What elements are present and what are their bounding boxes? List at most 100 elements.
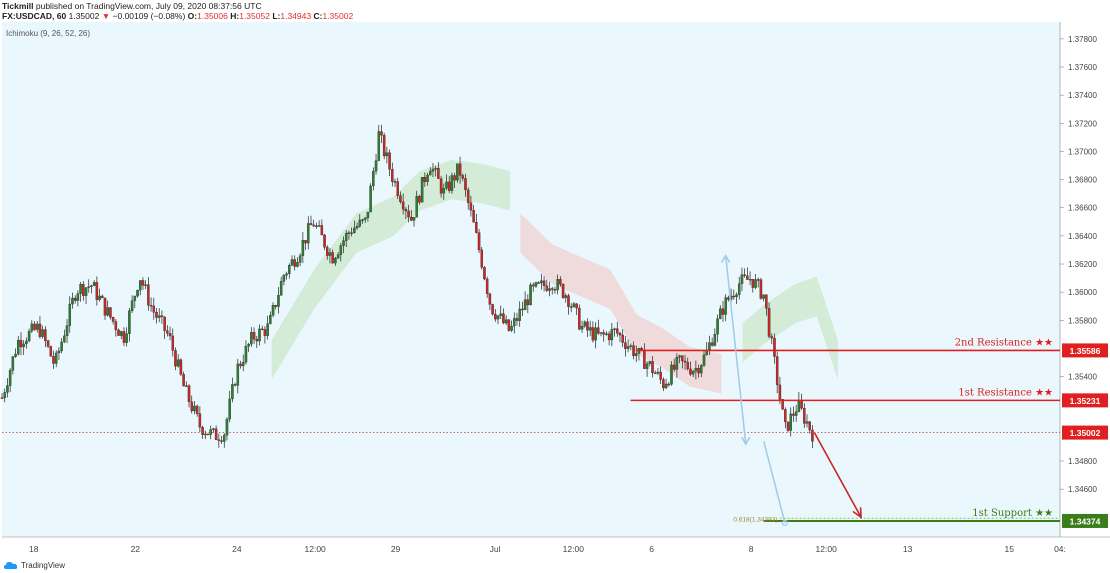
candle-body <box>282 275 286 282</box>
candle-body <box>247 343 250 347</box>
symbol-label[interactable]: FX:USDCAD, 60 <box>2 11 67 21</box>
candle-body <box>60 341 63 352</box>
candle-body <box>664 383 668 389</box>
candle-body <box>599 332 603 334</box>
candle-body <box>120 331 123 336</box>
candle-body <box>548 288 551 291</box>
tradingview-logo[interactable]: TradingView <box>4 561 65 570</box>
y-tick-label: 1.35400 <box>1068 373 1097 382</box>
candle-body <box>526 299 530 306</box>
candle-body <box>190 401 193 412</box>
x-tick-label: 18 <box>29 544 39 554</box>
candle-body <box>63 335 66 343</box>
y-tick-label: 1.35800 <box>1068 316 1097 325</box>
resistance-price-label: 1.35586 <box>1070 346 1101 356</box>
candle-body <box>404 209 408 212</box>
indicator-legend[interactable]: Ichimoku (9, 26, 52, 26) <box>6 29 91 38</box>
candle-body <box>255 338 259 342</box>
fib-arrow-line <box>724 255 747 445</box>
ichimoku-cloud <box>742 276 838 380</box>
candle-body <box>643 349 646 369</box>
projection-arrowhead <box>852 507 862 519</box>
candle-body <box>721 308 725 315</box>
candle-body <box>426 174 429 182</box>
candle-body <box>683 360 687 363</box>
candle-body <box>87 286 90 288</box>
candle-body <box>792 413 795 416</box>
candle-body <box>491 304 494 315</box>
candle-body <box>336 254 340 259</box>
candle-body <box>152 305 156 313</box>
candle-body <box>71 297 74 305</box>
candle-body <box>578 307 581 330</box>
candle-body <box>702 354 706 366</box>
resistance-price-label: 1.35231 <box>1070 396 1101 406</box>
candle-body <box>797 399 801 412</box>
candle-body <box>401 201 405 210</box>
candle-body <box>564 295 568 298</box>
candle-body <box>363 217 367 220</box>
candle-body <box>320 225 324 236</box>
candle-body <box>686 361 689 370</box>
candle-body <box>49 346 53 357</box>
candle-body <box>621 334 624 343</box>
x-tick-label: 22 <box>131 544 141 554</box>
candle-body <box>309 223 313 226</box>
candle-body <box>540 280 543 284</box>
candle-body <box>431 168 435 172</box>
candle-body <box>187 385 191 402</box>
resistance-level-name: 2nd Resistance ★★ <box>955 337 1053 348</box>
x-tick-label: 29 <box>391 544 401 554</box>
publisher-name[interactable]: Tickmill <box>2 1 34 11</box>
candle-body <box>659 371 662 380</box>
candle-body <box>434 168 437 170</box>
price-axis-area <box>1060 22 1110 537</box>
cloud-logo-icon <box>4 562 18 569</box>
candle-body <box>499 313 502 316</box>
support-price-label: 1.34374 <box>1070 516 1101 526</box>
candle-body <box>304 240 307 244</box>
candle-body <box>269 315 272 324</box>
candle-body <box>743 274 746 276</box>
candle-body <box>691 371 695 375</box>
candle-body <box>366 211 370 218</box>
candle-body <box>616 328 619 334</box>
y-tick-label: 1.37000 <box>1068 147 1097 156</box>
candle-body <box>770 336 774 339</box>
candle-body <box>502 313 505 324</box>
candle-body <box>594 327 597 341</box>
candle-body <box>759 279 763 299</box>
published-text: published on TradingView.com, July 09, 2… <box>35 1 262 11</box>
candle-body <box>260 328 264 331</box>
high-value: 1.35052 <box>239 11 270 21</box>
support-level-name: 1st Support ★★ <box>972 508 1053 519</box>
candle-body <box>781 399 784 410</box>
candle-body <box>54 352 58 364</box>
fib-arrowhead-up <box>721 254 731 263</box>
candle-body <box>632 345 635 357</box>
candle-body <box>532 284 535 287</box>
candle-body <box>786 421 790 431</box>
candle-body <box>605 333 608 335</box>
price-change: −0.00109 (−0.08%) <box>112 11 186 21</box>
candle-body <box>3 392 6 399</box>
candle-body <box>279 281 283 296</box>
y-tick-label: 1.36600 <box>1068 204 1097 213</box>
high-label: H: <box>230 11 240 21</box>
candle-body <box>458 163 462 176</box>
chart-header-line2: FX:USDCAD, 60 1.35002 ▼ −0.00109 (−0.08%… <box>2 11 353 21</box>
candle-body <box>681 355 684 362</box>
candle-body <box>17 339 20 355</box>
candle-body <box>697 367 700 374</box>
candle-body <box>315 225 318 227</box>
candle-body <box>223 434 226 442</box>
candle-body <box>342 240 345 246</box>
candle-body <box>212 428 215 430</box>
candle-body <box>534 282 538 287</box>
candle-body <box>550 288 554 290</box>
candle-body <box>662 379 665 389</box>
candle-body <box>195 405 199 414</box>
candle-body <box>171 335 175 351</box>
candle-body <box>241 362 245 367</box>
